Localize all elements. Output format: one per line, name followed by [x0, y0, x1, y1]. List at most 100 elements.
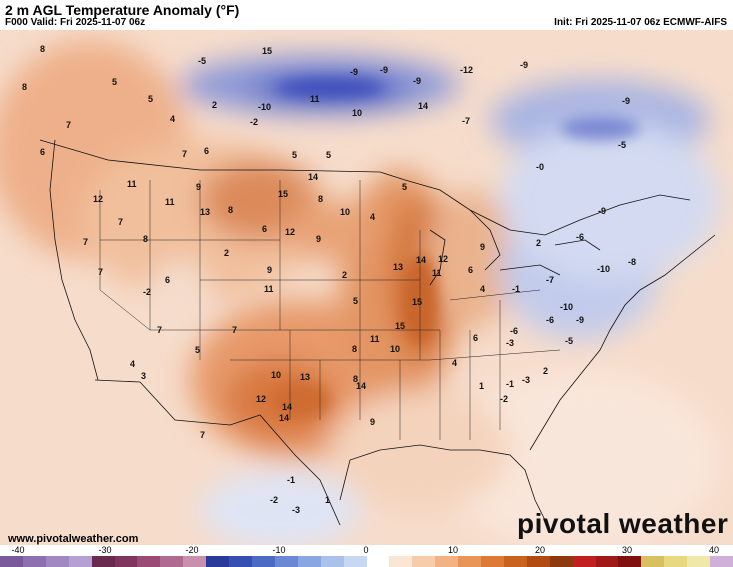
scale-tick: -10 [272, 545, 286, 555]
color-swatch [229, 556, 252, 567]
value-label: 7 [83, 237, 88, 247]
value-label: 7 [118, 217, 123, 227]
value-label: 5 [353, 296, 358, 306]
value-label: 2 [543, 366, 548, 376]
color-swatch [435, 556, 459, 567]
coastlines-borders [39, 139, 716, 526]
value-label: -9 [576, 315, 584, 325]
value-label: 1 [479, 381, 484, 391]
color-swatch [389, 556, 413, 567]
value-label: 5 [195, 345, 200, 355]
value-label: 4 [480, 284, 485, 294]
value-label: 14 [356, 381, 366, 391]
value-label: -6 [510, 326, 518, 336]
value-label: 5 [292, 150, 297, 160]
value-label: 10 [390, 344, 400, 354]
value-label: 1 [325, 495, 330, 505]
value-label: 8 [318, 194, 323, 204]
value-label: -9 [413, 76, 421, 86]
value-label: -5 [198, 56, 206, 66]
value-label: 5 [326, 150, 331, 160]
header-bar: 2 m AGL Temperature Anomaly (°F) F000 Va… [0, 0, 733, 30]
color-swatch [526, 556, 550, 567]
value-label: 15 [278, 189, 288, 199]
value-label: -9 [520, 60, 528, 70]
anomaly-map[interactable]: 8 8 5 7 5 6 4 6 2 7 -5 15 -10 11 -2 10 -… [0, 30, 733, 545]
value-label: 8 [40, 44, 45, 54]
color-swatch [572, 556, 596, 567]
value-labels: 8 8 5 7 5 6 4 6 2 7 -5 15 -10 11 -2 10 -… [22, 44, 636, 515]
anomaly-shading [0, 40, 720, 545]
value-label: 8 [228, 205, 233, 215]
color-swatch [549, 556, 573, 567]
color-strip [0, 556, 733, 567]
value-label: 14 [416, 255, 426, 265]
value-label: 14 [279, 413, 289, 423]
value-label: -3 [292, 505, 300, 515]
value-label: 2 [342, 270, 347, 280]
value-label: 12 [256, 394, 266, 404]
scale-tick: -40 [11, 545, 25, 555]
value-label: 9 [370, 417, 375, 427]
value-label: 14 [418, 101, 428, 111]
color-swatch [183, 556, 207, 567]
scale-tick: 10 [447, 545, 459, 555]
scale-tick: 30 [621, 545, 633, 555]
color-swatch [687, 556, 711, 567]
color-swatch [297, 556, 321, 567]
value-label: 11 [127, 179, 137, 189]
value-label: 2 [212, 100, 217, 110]
value-label: 2 [536, 238, 541, 248]
color-swatch [481, 556, 504, 567]
value-label: -0 [536, 162, 544, 172]
value-label: 13 [393, 262, 403, 272]
value-label: 9 [196, 182, 201, 192]
value-label: 6 [165, 275, 170, 285]
value-label: -10 [597, 264, 610, 274]
color-scale: -40 -30 -20 -10 0 10 20 30 40 [0, 545, 733, 567]
color-swatch [641, 556, 665, 567]
color-swatch [343, 556, 367, 567]
value-label: 12 [438, 254, 448, 264]
color-swatch [91, 556, 115, 567]
value-label: 15 [395, 321, 405, 331]
color-swatch [68, 556, 92, 567]
value-label: -10 [560, 302, 573, 312]
color-swatch [618, 556, 642, 567]
color-swatch [412, 556, 436, 567]
color-swatch [503, 556, 527, 567]
color-swatch [251, 556, 275, 567]
value-label: -5 [618, 140, 626, 150]
value-label: -10 [258, 102, 271, 112]
value-label: 6 [40, 147, 45, 157]
value-label: 7 [98, 267, 103, 277]
color-swatch [595, 556, 619, 567]
scale-tick: 20 [534, 545, 546, 555]
value-label: 14 [308, 172, 318, 182]
website-url[interactable]: www.pivotalweather.com [8, 533, 139, 545]
value-label: 6 [473, 333, 478, 343]
value-label: 3 [141, 371, 146, 381]
value-label: 5 [112, 77, 117, 87]
scale-tick: 40 [708, 545, 720, 555]
value-label: 6 [204, 146, 209, 156]
value-label: 10 [340, 207, 350, 217]
value-label: 6 [468, 265, 473, 275]
scale-tick: 0 [363, 545, 369, 555]
value-label: 9 [316, 234, 321, 244]
value-label: -9 [380, 65, 388, 75]
value-label: 8 [22, 82, 27, 92]
value-label: 5 [402, 182, 407, 192]
value-label: 7 [200, 430, 205, 440]
value-label: -6 [546, 315, 554, 325]
value-label: 7 [182, 149, 187, 159]
color-swatch [0, 556, 23, 567]
color-swatch [274, 556, 298, 567]
color-swatch [710, 556, 733, 567]
value-label: -7 [462, 116, 470, 126]
init-time: Init: Fri 2025-11-07 06z ECMWF-AIFS [554, 17, 727, 28]
value-label: 8 [353, 374, 358, 384]
value-label: -2 [250, 117, 258, 127]
color-swatch [160, 556, 184, 567]
value-label: 14 [282, 402, 292, 412]
